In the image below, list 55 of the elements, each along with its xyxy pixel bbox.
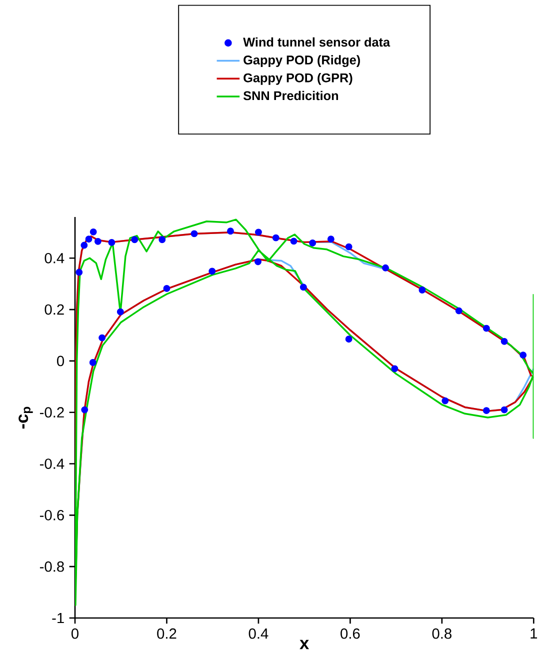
point — [520, 352, 527, 359]
x-tick-label: 0 — [71, 628, 78, 639]
point — [227, 228, 234, 235]
point — [442, 397, 449, 404]
y-tick-label: -0.2 — [40, 407, 64, 418]
point — [98, 334, 106, 342]
y-tick-label: -0.4 — [40, 458, 64, 469]
point — [208, 268, 216, 275]
y-axis-title: -c$_{p}$ — [18, 406, 33, 429]
legend-label: Wind tunnel sensor data — [243, 37, 390, 47]
point — [272, 234, 280, 242]
point — [500, 406, 508, 414]
point — [190, 230, 198, 238]
x-tick-label: 0.8 — [432, 628, 452, 639]
point — [85, 236, 92, 243]
point — [108, 238, 116, 246]
point — [482, 324, 490, 332]
point — [158, 236, 166, 244]
legend-label: Gappy POD (GPR) — [244, 73, 352, 85]
y-tick-label: 0.2 — [44, 304, 64, 315]
point — [254, 258, 262, 266]
point — [309, 239, 316, 246]
point — [81, 406, 88, 414]
point — [345, 243, 352, 250]
point — [90, 228, 97, 236]
y-tick-label: 0 — [57, 356, 64, 366]
point — [290, 238, 298, 245]
x-axis-title: x — [300, 640, 310, 650]
legend-label: SNN Predicition — [243, 90, 338, 100]
point — [163, 284, 170, 292]
point — [500, 338, 508, 345]
point — [300, 284, 307, 291]
point — [254, 228, 262, 236]
y-tick-label: -1 — [52, 612, 64, 624]
x-tick-label: 0.4 — [248, 628, 268, 639]
point — [327, 236, 334, 243]
x-tick-label: 1 — [530, 628, 538, 638]
point — [80, 242, 88, 249]
point — [89, 359, 96, 366]
point — [482, 407, 490, 414]
point — [418, 286, 426, 294]
point — [94, 238, 102, 245]
point — [391, 365, 398, 372]
point — [76, 268, 83, 276]
y-tick-label: -0.6 — [40, 510, 64, 520]
x-tick-label: 0.2 — [157, 628, 176, 639]
point — [131, 236, 138, 244]
x-tick-label: 0.6 — [340, 628, 360, 639]
point — [116, 308, 124, 316]
point — [382, 264, 389, 272]
y-tick-label: 0.4 — [44, 252, 64, 264]
point — [455, 307, 462, 314]
point — [345, 336, 352, 343]
legend-label: Gappy POD (Ridge) — [244, 55, 360, 68]
y-tick-label: -0.8 — [40, 561, 64, 572]
